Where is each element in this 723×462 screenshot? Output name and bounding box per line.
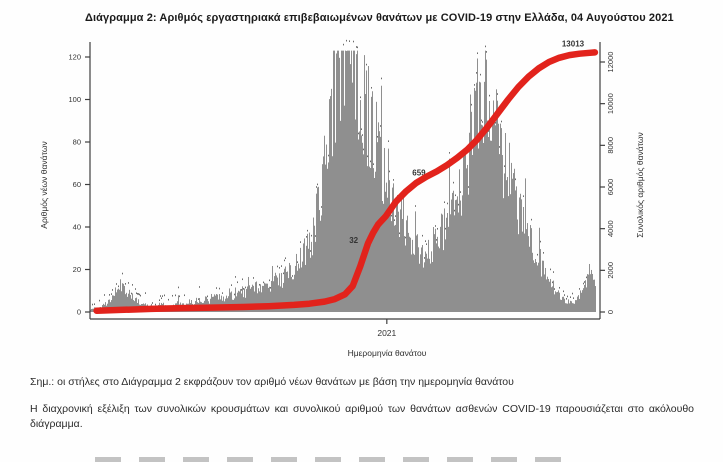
line-annotation: 659 [412,168,426,177]
chart-figure: 32 659 13013 0 20 40 60 80 100 120 0 2000 4000 6000… [0,28,723,370]
y-right-tick-label: 6000 [606,179,615,196]
y-left-tick-label: 20 [73,265,81,274]
y-left-tick-label: 40 [73,223,81,232]
y-right-tick-label: 10000 [606,93,615,114]
line-annotation: 32 [349,236,358,245]
y-axis-right-label: Συνολικός αριθμός θανάτων [635,132,645,238]
cumulative-deaths-line [93,49,599,315]
body-paragraph: Η διαχρονική εξέλιξη των συνολικών κρουσ… [30,403,694,431]
line-annotation: 13013 [562,39,585,48]
cropped-next-content [95,457,565,462]
y-right-tick-label: 8000 [606,137,615,154]
cumulative-annotations-over-line: 13013 [562,39,585,48]
y-right-tick-label: 4000 [606,220,615,237]
y-right-tick-label: 2000 [606,262,615,279]
axes: 0 20 40 60 80 100 120 0 2000 4000 6000 8000 10000 120… [68,42,615,338]
y-right-tick-label: 0 [606,310,615,314]
y-left-tick-label: 60 [73,180,81,189]
y-left-tick-label: 80 [73,138,81,147]
y-left-tick-label: 100 [68,95,81,104]
y-left-tick-label: 120 [68,53,81,62]
y-right-tick-label: 12000 [606,52,615,73]
covid-deaths-chart: 32 659 13013 0 20 40 60 80 100 120 0 2000 4000 6000… [39,39,645,358]
daily-deaths-bars [90,39,596,313]
y-left-tick-label: 0 [77,308,81,317]
chart-title: Διάγραμμα 2: Αριθμός εργαστηριακά επιβεβ… [85,12,674,24]
y-axis-left-label: Αριθμός νέων θανάτων [39,141,49,228]
footnote: Σημ.: οι στήλες στο Διάγραμμα 2 εκφράζου… [30,376,514,388]
x-tick-label: 2021 [377,328,396,338]
cumulative-annotations-under-line: 32 659 [349,168,426,245]
x-axis-label: Ημερομηνία θανάτου [348,348,427,358]
